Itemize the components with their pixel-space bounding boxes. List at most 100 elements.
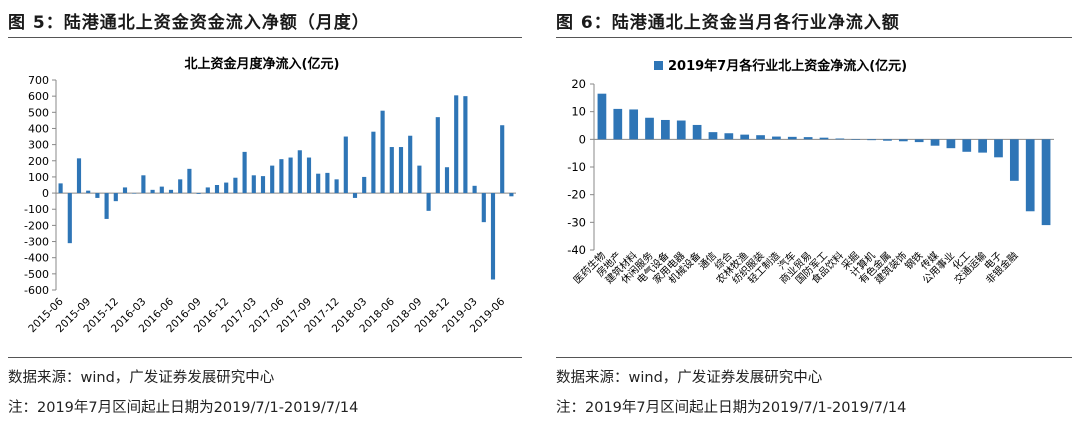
bar-2018-11 [435, 117, 440, 194]
bar-2016-11 [214, 185, 220, 194]
bar-2017-12 [334, 179, 339, 194]
y-tick-label: -300 [24, 236, 49, 249]
bar-2017-06 [279, 159, 284, 194]
bar-2017-10 [316, 173, 321, 194]
bar-休闲服务 [645, 117, 654, 140]
bar-2016-06 [168, 189, 174, 194]
y-tick-label: 500 [28, 106, 49, 119]
bar-2016-01 [122, 187, 128, 194]
bar-交通运输 [978, 139, 987, 153]
bar-2017-07 [288, 157, 293, 194]
bar-item-27 [1025, 139, 1035, 212]
bar-农林牧渔 [740, 134, 750, 140]
bar-建筑材料 [629, 109, 639, 140]
figure-5-source: 数据来源：wind，广发证券发展研究中心 [8, 370, 275, 386]
bar-有色金属 [883, 139, 892, 141]
y-tick-label: -600 [24, 284, 49, 297]
legend-swatch [654, 61, 663, 70]
y-tick-label: 200 [28, 155, 49, 168]
bar-2016-09 [196, 193, 201, 194]
y-tick-label: 400 [28, 122, 49, 135]
bar-2015-07 [67, 193, 72, 244]
bar-纺织服装 [756, 135, 765, 140]
figure-5-bottom-rule [8, 357, 522, 358]
bar-2017-08 [297, 150, 302, 194]
y-tick-label: -500 [24, 268, 49, 281]
bar-化工 [962, 139, 972, 152]
y-tick-label: 0 [579, 132, 586, 146]
bar-采掘 [851, 139, 861, 140]
bar-食品饮料 [835, 138, 845, 140]
bar-2018-06 [389, 147, 394, 194]
bar-2019-05 [490, 193, 496, 280]
bar-医药生物 [597, 93, 607, 140]
bar-2017-02 [242, 151, 247, 194]
bar-2017-01 [233, 177, 238, 194]
y-tick-label: 100 [28, 171, 49, 184]
bar-2018-08 [408, 135, 413, 194]
figure-6-note: 注：2019年7月区间起止日期为2019/7/1-2019/7/14 [556, 400, 907, 416]
bar-通信 [708, 132, 718, 140]
bar-2019-03 [472, 185, 477, 194]
bar-2015-06 [58, 183, 63, 194]
figure-5-note: 注：2019年7月区间起止日期为2019/7/1-2019/7/14 [8, 400, 359, 416]
figure-6-top-rule [556, 37, 1072, 38]
bar-计算机 [867, 139, 876, 141]
bar-2016-07 [178, 179, 183, 194]
bar-2019-07 [509, 193, 514, 197]
figure-5-top-rule [8, 37, 522, 38]
figure-6-panel: 图 6：陆港通北上资金当月各行业净流入额 2019年7月各行业北上资金净流入(亿… [548, 0, 1080, 423]
figure-5-heading: 图 5：陆港通北上资金资金流入净额（月度） [8, 13, 370, 33]
bar-电气设备 [661, 119, 670, 140]
bar-房地产 [613, 108, 623, 140]
bar-2018-04 [371, 131, 376, 194]
bar-传媒 [930, 139, 940, 146]
y-tick-label: 20 [571, 77, 586, 91]
legend-label: 2019年7月各行业北上资金净流入(亿元) [668, 58, 907, 74]
bar-2018-10 [426, 193, 431, 211]
bar-2015-10 [95, 193, 100, 198]
bar-2015-09 [86, 190, 91, 194]
bar-2017-05 [270, 165, 275, 194]
y-tick-label: -30 [567, 215, 586, 229]
y-tick-label: 300 [28, 139, 49, 152]
bar-2018-05 [380, 110, 385, 194]
bar-2016-05 [159, 186, 164, 194]
bar-2016-10 [205, 187, 210, 194]
figure-6-bottom-rule [556, 357, 1072, 358]
bar-机械设备 [692, 124, 702, 140]
bar-国防军工 [819, 137, 829, 140]
bar-2015-08 [76, 158, 82, 194]
bar-轻工制造 [772, 136, 781, 140]
figure-5-panel: 图 5：陆港通北上资金资金流入净额（月度） 北上资金月度净流入(亿元) -600… [0, 0, 530, 423]
bar-2019-01 [454, 95, 459, 194]
bar-非银金融 [1009, 139, 1019, 181]
y-tick-label: 0 [42, 187, 49, 200]
chart-legend: 2019年7月各行业北上资金净流入(亿元) [654, 58, 907, 74]
bar-2016-08 [187, 168, 192, 194]
bar-2018-03 [362, 176, 367, 194]
y-tick-label: -100 [24, 203, 49, 216]
bar-2017-04 [260, 176, 266, 194]
bar-2018-01 [343, 136, 348, 194]
bar-钢铁 [914, 139, 924, 143]
bar-2019-04 [481, 193, 486, 223]
bar-2017-09 [306, 157, 312, 194]
industry-netflow-chart: 2019年7月各行业北上资金净流入(亿元) -40-30-20-1001020 … [567, 58, 1054, 286]
y-tick-label: -40 [567, 243, 586, 257]
bar-2019-06 [500, 125, 505, 194]
bar-2018-12 [444, 167, 450, 194]
bar-2015-12 [113, 193, 118, 202]
y-tick-label: 600 [28, 90, 49, 103]
y-tick-label: -200 [24, 219, 49, 232]
figure-6-heading: 图 6：陆港通北上资金当月各行业净流入额 [556, 13, 900, 33]
bar-2016-02 [132, 193, 137, 194]
bar-2015-11 [104, 193, 109, 219]
bar-商业贸易 [803, 137, 813, 140]
bar-汽车 [787, 136, 797, 140]
figure-6-source: 数据来源：wind，广发证券发展研究中心 [556, 370, 823, 386]
monthly-netflow-chart: 北上资金月度净流入(亿元) -600 -500 -400 -300 -200 -100 0 1… [24, 56, 516, 335]
chart-title: 北上资金月度净流入(亿元) [185, 56, 340, 72]
bar-2017-11 [325, 172, 330, 194]
bar-2019-02 [463, 96, 468, 194]
